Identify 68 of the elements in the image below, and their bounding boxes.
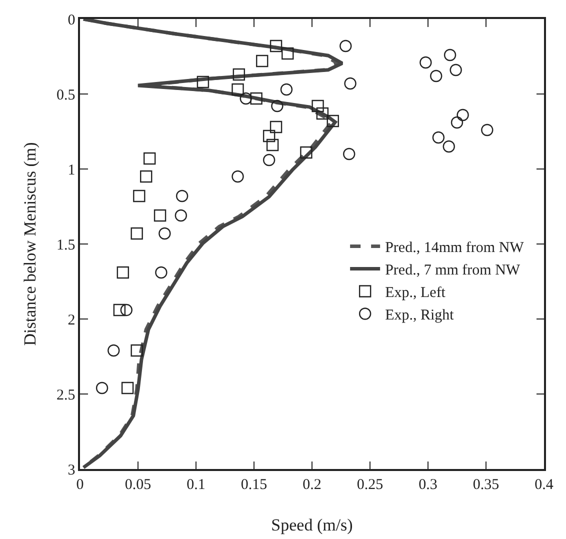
point [270,120,282,134]
point [326,114,339,128]
point [282,47,294,60]
point [250,92,262,105]
point [343,148,356,160]
y-tick-label: 1.5 [56,237,76,254]
legend-label: Pred., 14mm from NW [385,240,525,256]
point [270,40,282,52]
point [108,344,120,357]
point [174,209,188,222]
x-tick-label: 0.1 [186,476,206,493]
y-tick-label: 0 [68,12,76,28]
point [444,48,456,62]
x-tick-label: 0.25 [356,476,384,493]
point [232,170,244,183]
point [432,131,445,144]
y-tick-label: 2 [68,312,76,328]
point [300,146,312,159]
point [176,190,188,202]
point [154,209,166,222]
point [262,130,276,142]
legend-label: Exp., Right [385,308,455,324]
point [312,100,324,112]
legend-label: Pred., 7 mm from NW [385,262,521,279]
point [271,100,284,112]
point [442,140,455,153]
point [450,64,462,76]
point [266,138,279,152]
y-axis-title: Distance below Meniscus (m) [20,142,40,346]
point [316,107,329,120]
point [456,108,469,122]
point [120,304,132,316]
point [96,382,108,394]
x-tick-label: 0.15 [240,476,268,493]
point [232,68,246,81]
point [344,77,356,90]
point [481,124,494,136]
point [240,92,252,105]
point [256,54,268,68]
legend-label: Exp., Left [385,285,446,302]
point [130,227,143,240]
point [140,170,152,183]
point [121,382,134,394]
y-tick-label: 1 [68,162,76,178]
x-tick-label: 0.4 [534,476,554,493]
x-tick-label: 0.3 [418,476,438,493]
point [144,152,156,165]
point [232,83,244,96]
y-tick-label: 0.5 [56,87,76,104]
x-tick-label: 0.35 [472,476,500,493]
point [262,154,276,166]
y-tick-label: 2.5 [56,387,76,404]
x-axis-title: Speed (m/s) [271,516,353,534]
point [116,266,130,279]
point [133,190,146,202]
point [280,83,293,96]
point [340,40,352,52]
x-tick-label: 0.05 [124,476,152,493]
point [113,304,126,316]
point [450,116,464,129]
point [130,344,143,357]
point [155,266,168,279]
x-tick-label: 0.2 [302,476,322,493]
point [158,227,171,240]
y-tick-label: 3 [68,462,76,478]
point [420,56,432,69]
point [196,76,210,88]
point [430,70,442,82]
